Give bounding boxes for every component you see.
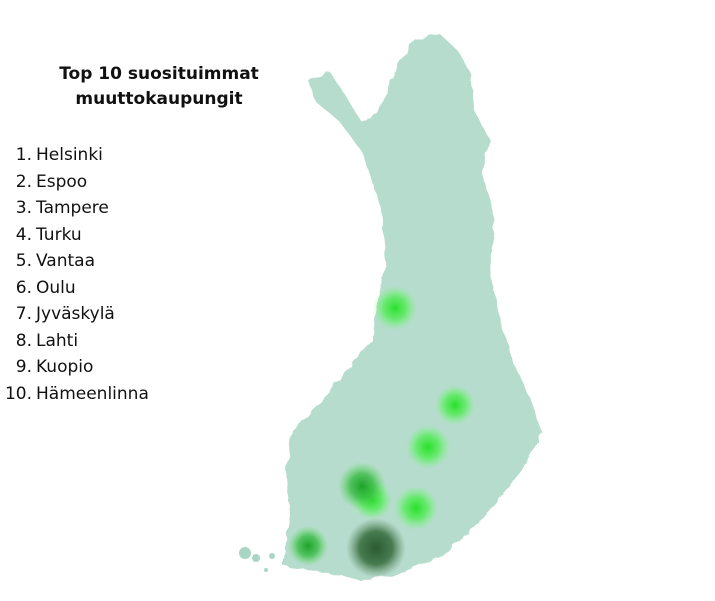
title-line-2: muuttokaupungit xyxy=(75,89,243,109)
hotspot-tampere xyxy=(338,462,386,510)
hotspot-lahti xyxy=(394,486,438,530)
city-name: Kuopio xyxy=(36,357,94,377)
city-rank: 9. xyxy=(15,357,32,377)
city-list-item: 7. Jyväskylä xyxy=(0,301,149,328)
city-list-item: 9. Kuopio xyxy=(0,354,149,381)
city-list-item: 4. Turku xyxy=(0,222,149,249)
city-rank: 6. xyxy=(15,277,32,298)
title-line-1: Top 10 suosituimmat xyxy=(59,64,259,84)
city-rank: 4. xyxy=(15,224,32,245)
city-list-item: 2. Espoo xyxy=(0,169,149,196)
hotspot-jyvaskyla xyxy=(406,425,450,469)
city-name: Oulu xyxy=(36,277,76,298)
city-name: Helsinki xyxy=(36,145,103,165)
city-list-item: 1. Helsinki xyxy=(0,142,149,169)
city-ranking-list: 1. Helsinki 2. Espoo 3. Tampere 4. Turku 5. Vanta… xyxy=(0,142,149,407)
city-name: Lahti xyxy=(36,330,79,351)
city-name: Hämeenlinna xyxy=(36,383,149,404)
map-title: Top 10 suosituimmat muuttokaupungit xyxy=(30,62,288,112)
city-list-item: 3. Tampere xyxy=(0,195,149,222)
hotspot-turku xyxy=(288,526,328,566)
hotspot-oulu xyxy=(373,286,417,330)
city-rank: 1. xyxy=(15,145,32,165)
city-list-item: 8. Lahti xyxy=(0,328,149,355)
city-name: Espoo xyxy=(36,171,88,192)
city-list-item: 6. Oulu xyxy=(0,275,149,302)
city-list-item: 5. Vantaa xyxy=(0,248,149,275)
city-rank: 5. xyxy=(15,251,32,271)
city-name: Turku xyxy=(36,224,82,245)
city-rank: 8. xyxy=(15,330,32,351)
city-name: Jyväskylä xyxy=(36,304,115,324)
hotspot-kuopio xyxy=(435,385,475,425)
city-rank: 3. xyxy=(15,198,32,218)
city-name: Tampere xyxy=(36,198,109,218)
hotspot-helsinki-area xyxy=(346,518,406,578)
city-rank: 7. xyxy=(15,304,32,324)
city-rank: 10. xyxy=(4,383,32,404)
city-rank: 2. xyxy=(15,171,32,192)
island-cluster xyxy=(239,547,275,572)
city-list-item: 10. Hämeenlinna xyxy=(0,381,149,408)
city-name: Vantaa xyxy=(36,251,96,271)
